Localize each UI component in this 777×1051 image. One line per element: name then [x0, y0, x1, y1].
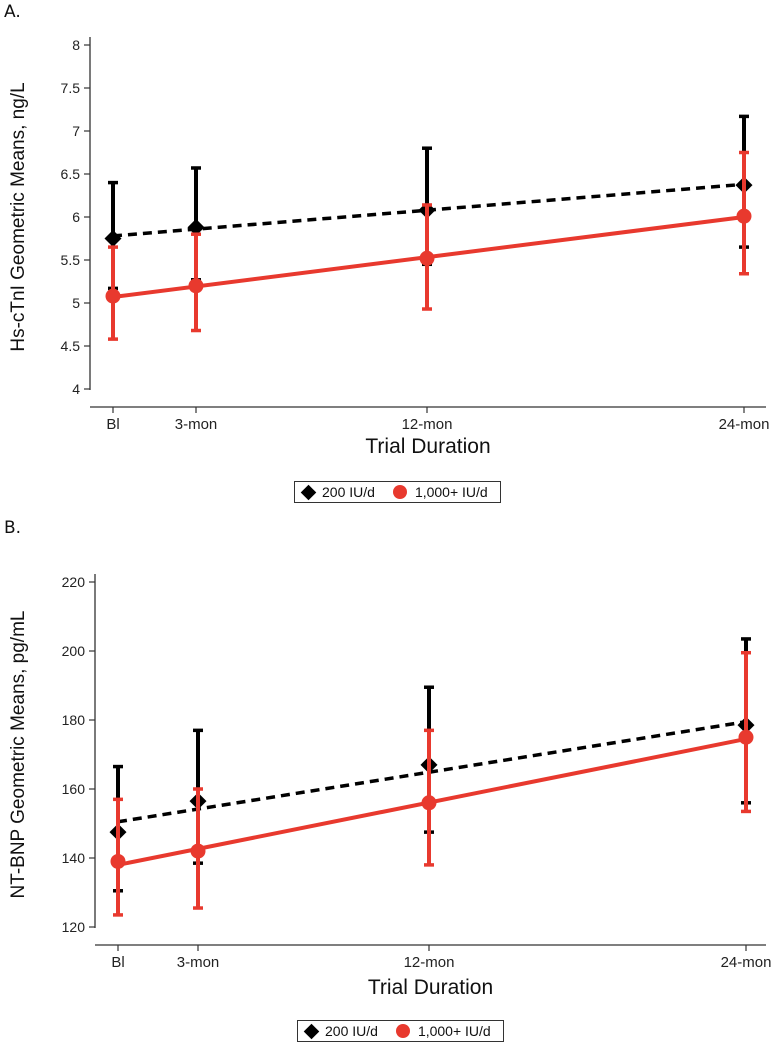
legend-a-item-200: 200 IU/d: [300, 484, 375, 500]
panel-a-x-tick-label: 24-mon: [719, 416, 770, 433]
panel-b-200iu-trend-line: [117, 719, 747, 824]
panel-a-x-tick-label: Bl: [106, 416, 119, 433]
legend-a-label-1000: 1,000+ IU/d: [414, 484, 488, 500]
legend-a-label-200: 200 IU/d: [322, 484, 375, 500]
panel-b-y-tick-label: 140: [62, 850, 86, 866]
legend-b-label-200: 200 IU/d: [325, 1023, 378, 1039]
panel-b-1000iu-point: [738, 729, 754, 745]
panel-b-x-tick-label: 3-mon: [177, 954, 220, 971]
panel-a-y-tick-label: 7: [72, 123, 80, 139]
panel-a-y-tick-label: 5: [72, 295, 80, 311]
diamond-marker-icon: [300, 484, 317, 500]
panel-a-1000iu-point: [736, 208, 752, 224]
panel-b-y-tick-label: 220: [62, 574, 86, 590]
panel-b-1000iu-point: [421, 795, 437, 811]
panel-a-1000iu-point: [188, 278, 204, 294]
panel-a-y-tick-label: 4: [72, 381, 80, 397]
panel-a-x-axis-title: Trial Duration: [365, 435, 490, 458]
legend-b-label-1000: 1,000+ IU/d: [417, 1023, 491, 1039]
panel-a-letter: A.: [4, 2, 21, 22]
panel-b-x-tick-label: 12-mon: [404, 954, 455, 971]
panel-a-1000iu-point: [105, 288, 121, 304]
panel-a-y-axis-title: Hs-cTnI Geometric Means, ng/L: [8, 82, 29, 351]
legend-b-item-200: 200 IU/d: [303, 1023, 378, 1039]
panel-a-y-tick-label: 6.5: [61, 166, 81, 182]
panel-b-x-tick-label: Bl: [111, 954, 124, 971]
panel-b-1000iu-point: [110, 853, 126, 869]
panel-b-y-tick-label: 160: [62, 781, 86, 797]
circle-marker-icon: [395, 1024, 410, 1038]
panel-a-y-tick-label: 4.5: [61, 338, 81, 354]
legend-a-item-1000: 1,000+ IU/d: [392, 484, 488, 500]
panel-b-y-tick-label: 200: [62, 643, 86, 659]
panel-a-x-tick-label: 12-mon: [402, 416, 453, 433]
legend-b-item-1000: 1,000+ IU/d: [395, 1023, 491, 1039]
panel-a-y-tick-label: 8: [72, 37, 80, 53]
panel-b-letter: B.: [4, 518, 22, 538]
panel-a-1000iu-point: [419, 250, 435, 266]
circle-marker-icon: [392, 485, 407, 499]
panel-a-y-tick-label: 6: [72, 209, 80, 225]
diamond-marker-icon: [303, 1023, 320, 1039]
panel-b-y-axis-title: NT-BNP Geometric Means, pg/mL: [8, 611, 29, 899]
panel-b-y-tick-label: 120: [62, 919, 86, 935]
panel-b-y-tick-label: 180: [62, 712, 86, 728]
panel-b-x-axis-title: Trial Duration: [368, 976, 493, 999]
panel-b-x-tick-label: 24-mon: [721, 954, 772, 971]
panel-b-1000iu-point: [190, 843, 206, 859]
legend-b: 200 IU/d 1,000+ IU/d: [297, 1020, 504, 1042]
panel-a-200iu-point: [104, 230, 122, 247]
panel-a-y-tick-label: 5.5: [61, 252, 81, 268]
legend-a: 200 IU/d 1,000+ IU/d: [294, 481, 501, 503]
panel-a-x-tick-label: 3-mon: [175, 416, 218, 433]
panel-a-y-tick-label: 7.5: [61, 80, 81, 96]
panel-a-200iu-point: [187, 218, 205, 236]
